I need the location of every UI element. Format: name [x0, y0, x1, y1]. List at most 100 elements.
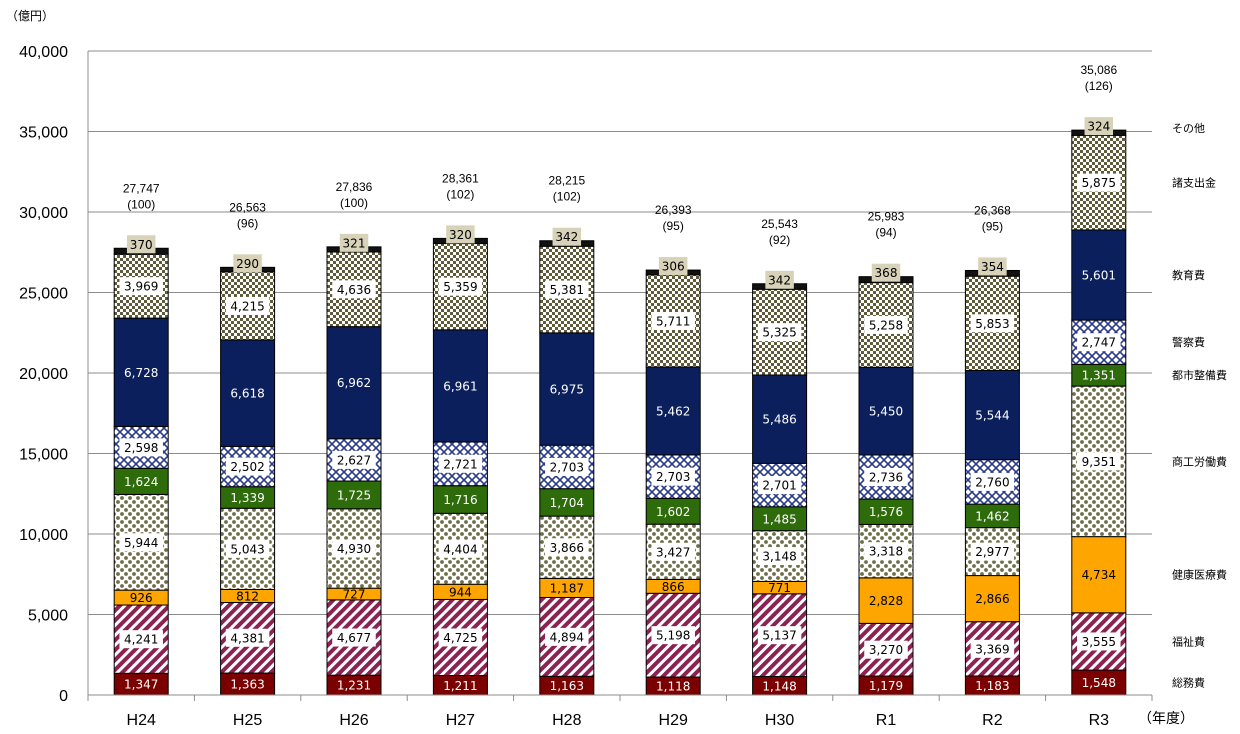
data-label-box: [651, 467, 695, 486]
index-label: (100): [340, 196, 368, 210]
data-label: 1,576: [869, 505, 903, 519]
data-label: 290: [236, 257, 259, 271]
data-label-box: [225, 628, 270, 647]
data-label-box: [864, 640, 908, 659]
y-tick-label: 10,000: [19, 527, 68, 544]
data-label: 2,721: [443, 457, 477, 471]
index-label: (96): [237, 216, 258, 230]
total-label: 25,543: [761, 217, 798, 231]
data-label: 5,601: [1082, 269, 1116, 283]
data-label-box: [970, 314, 1015, 333]
index-label: (100): [127, 197, 155, 211]
data-label: 2,502: [230, 460, 264, 474]
data-label-box: [1077, 333, 1121, 352]
data-label: 3,318: [869, 545, 903, 559]
data-label-box: [332, 450, 376, 469]
x-tick-label: H25: [233, 712, 262, 729]
data-label: 4,734: [1082, 568, 1116, 582]
data-label-box: [545, 457, 589, 476]
data-label: 1,725: [337, 488, 371, 502]
bar-stack-H24: 1,347 4,241 926 5,944 1,624 2,598 6,728 3,969 37…: [113, 181, 169, 696]
data-label: 1,351: [1082, 369, 1116, 383]
data-label-box: [225, 457, 270, 476]
bar-segment: [1071, 229, 1127, 321]
data-label-box: [119, 277, 163, 296]
data-label-box: [1077, 452, 1121, 471]
bar-stack-R2: 1,183 3,369 2,866 2,977 1,462 2,760 5,544 5,853…: [964, 203, 1020, 696]
data-label-box: [545, 538, 589, 557]
data-label: 2,703: [550, 460, 584, 474]
data-label: 1,716: [443, 493, 477, 507]
total-label: 26,563: [229, 200, 266, 214]
data-label: 2,747: [1082, 336, 1116, 350]
bars: 1,347 4,241 926 5,944 1,624 2,598 6,728 3,969 37…: [113, 63, 1127, 696]
data-label: 2,760: [975, 475, 1009, 489]
y-tick-label: 15,000: [19, 447, 68, 464]
data-label: 1,163: [550, 679, 584, 693]
data-label-box: [545, 627, 589, 646]
x-tick-label: H28: [552, 712, 581, 729]
data-label: 5,325: [762, 326, 796, 340]
bar-segment: [645, 366, 701, 456]
data-label-box: [446, 225, 475, 244]
data-label: 5,258: [869, 318, 903, 332]
data-label: 2,977: [975, 545, 1009, 559]
data-label-box: [970, 542, 1015, 561]
data-label: 5,486: [762, 413, 796, 427]
data-label: 2,703: [656, 470, 690, 484]
total-label: 25,983: [868, 210, 905, 224]
data-label: 1,183: [975, 679, 1009, 693]
data-label: 5,043: [230, 542, 264, 556]
y-tick-label: 0: [59, 688, 68, 705]
data-label-box: [757, 547, 802, 566]
data-label: 3,555: [1082, 635, 1116, 649]
data-label-box: [545, 280, 589, 299]
y-axis: 0 5,000 10,000 15,000 20,000 25,000 30,000 35,0…: [19, 44, 89, 705]
data-label: 1,462: [975, 509, 1009, 523]
data-label-box: [978, 257, 1007, 276]
data-label-box: [339, 233, 369, 252]
x-tick-label: H30: [765, 712, 794, 729]
data-label-box: [438, 628, 483, 647]
x-tick-label: H24: [127, 712, 156, 729]
legend-label: 諸支出金: [1172, 176, 1216, 190]
data-label-box: [970, 639, 1015, 658]
legend-label: その他: [1172, 122, 1205, 135]
index-label: (95): [982, 219, 1003, 233]
index-label: (95): [663, 219, 684, 233]
data-label: 1,179: [869, 679, 903, 693]
data-label: 2,866: [975, 592, 1009, 606]
data-label: 4,677: [337, 631, 371, 645]
data-label: 321: [343, 236, 366, 250]
data-label: 866: [662, 580, 685, 594]
data-label: 370: [130, 238, 153, 252]
data-label: 4,381: [230, 631, 264, 645]
x-tick-label: H27: [446, 712, 475, 729]
data-label: 2,598: [124, 441, 158, 455]
data-label: 4,725: [443, 631, 477, 645]
data-label-box: [1077, 173, 1121, 192]
data-label-box: [757, 626, 802, 645]
data-label: 3,369: [975, 642, 1009, 656]
x-tick-label: R2: [982, 712, 1003, 729]
y-tick-label: 5,000: [28, 608, 68, 625]
x-axis-label: （年度）: [1138, 710, 1194, 726]
index-label: (92): [769, 233, 790, 247]
legend: 総務費 福祉費 健康医療費 商工労働費 都市整備費 警察費 教育費 諸支出金 その他: [1172, 122, 1227, 689]
data-label: 1,347: [124, 678, 158, 692]
data-label-box: [332, 628, 376, 647]
data-label: 2,736: [869, 471, 903, 485]
data-label-box: [864, 542, 908, 561]
bar-stack-R1: 1,179 3,270 2,828 3,318 1,576 2,736 5,450 5,258…: [858, 210, 914, 696]
data-label: 4,241: [124, 633, 158, 647]
data-label: 354: [981, 260, 1004, 274]
data-label: 4,930: [337, 542, 371, 556]
data-label: 1,339: [230, 491, 264, 505]
data-label-box: [864, 315, 908, 334]
bar-segment: [1071, 669, 1127, 696]
index-label: (102): [553, 190, 581, 204]
data-label: 9,351: [1082, 455, 1116, 469]
data-label-box: [119, 533, 163, 552]
bar-segment: [858, 577, 914, 624]
x-tick-label: R3: [1089, 712, 1110, 729]
